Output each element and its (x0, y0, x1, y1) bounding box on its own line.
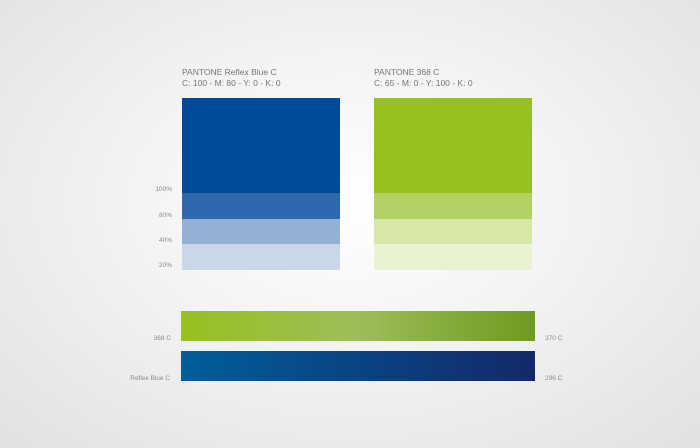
gradient-label-reflex-blue: Reflex Blue C (130, 375, 170, 382)
gradient-bar-blue (181, 351, 535, 381)
color-swatch-tint-80 (374, 193, 532, 219)
swatch-group-reflex-blue: PANTONE Reflex Blue C C: 100 - M: 80 - Y… (182, 67, 340, 270)
color-swatch-tint-40 (182, 219, 340, 244)
gradient-label-296c: 296 C (545, 375, 563, 382)
swatch-title: PANTONE Reflex Blue C (182, 67, 277, 77)
color-swatch-tint-80 (182, 193, 340, 219)
color-swatch-tint-20 (182, 244, 340, 270)
percent-label-80: 80% (158, 212, 172, 219)
percent-label-100: 100% (155, 186, 172, 193)
color-swatch-tint-40 (374, 219, 532, 244)
swatch-cmyk: C: 65 - M: 0 - Y: 100 - K: 0 (374, 78, 473, 88)
color-swatch-tint-20 (374, 244, 532, 270)
swatch-cmyk: C: 100 - M: 80 - Y: 0 - K: 0 (182, 78, 281, 88)
swatch-title: PANTONE 368 C (374, 67, 440, 77)
gradient-label-368c: 368 C (153, 335, 171, 342)
percent-label-20: 20% (158, 262, 172, 269)
percent-label-40: 40% (158, 237, 172, 244)
gradient-label-370c: 370 C (545, 335, 563, 342)
swatch-group-368: PANTONE 368 C C: 65 - M: 0 - Y: 100 - K:… (374, 67, 532, 270)
color-swatch-base (374, 98, 532, 193)
color-swatch-base (182, 98, 340, 193)
gradient-bar-green (181, 311, 535, 341)
